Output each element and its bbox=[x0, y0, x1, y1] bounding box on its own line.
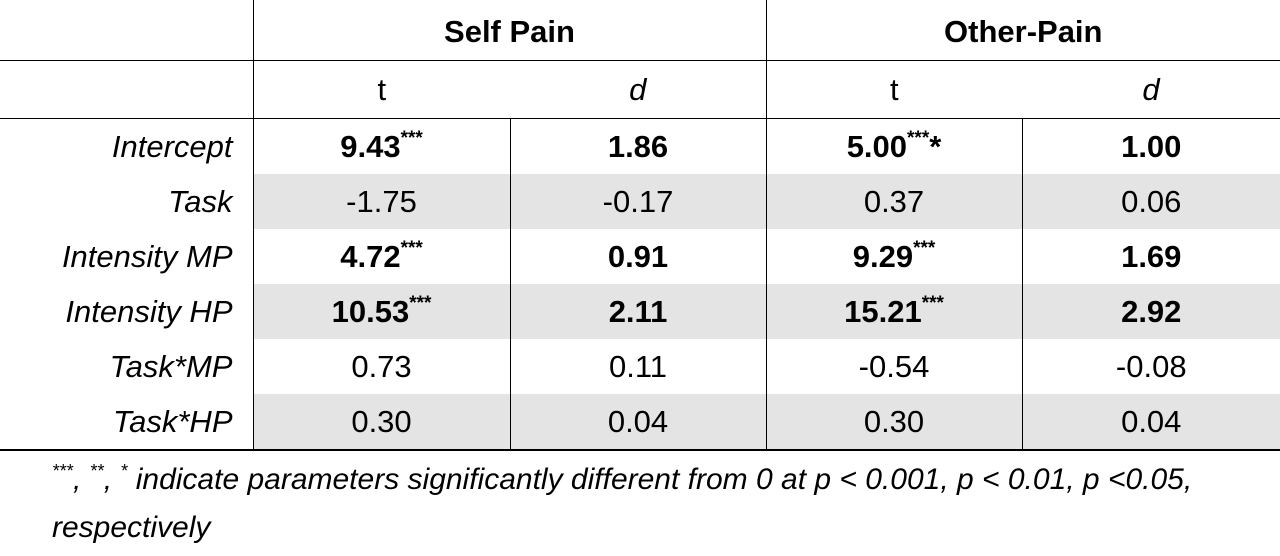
significance-marker-extra: * bbox=[929, 128, 942, 164]
group-header-other-pain: Other-Pain bbox=[765, 0, 1280, 61]
table-cell: 10.53*** bbox=[252, 284, 510, 339]
table-footnote: ***, **, * indicate parameters significa… bbox=[52, 456, 1252, 552]
corner-cell bbox=[0, 0, 253, 61]
cell-value: 9.29 bbox=[852, 238, 914, 274]
cell-value: -0.54 bbox=[858, 348, 930, 384]
significance-marker: *** bbox=[921, 292, 944, 314]
table-cell: -0.54 bbox=[765, 339, 1022, 394]
table-cell: 0.06 bbox=[1021, 174, 1280, 229]
subheader-d-self: d bbox=[510, 60, 766, 119]
table-cell: 1.86 bbox=[509, 118, 766, 174]
cell-value: 9.43 bbox=[340, 128, 401, 164]
cell-value: -0.08 bbox=[1115, 348, 1187, 384]
row-label: Intensity MP bbox=[61, 238, 233, 274]
cell-value: 0.11 bbox=[608, 348, 668, 384]
table-cell: -1.75 bbox=[252, 174, 510, 229]
cell-value: 1.86 bbox=[607, 128, 669, 164]
cell-value: -0.17 bbox=[602, 183, 674, 219]
table-cell: 1.00 bbox=[1021, 118, 1280, 174]
corner-cell bbox=[0, 60, 253, 119]
table-cell: 2.92 bbox=[1021, 284, 1280, 339]
cell-value: 1.69 bbox=[1121, 238, 1182, 274]
table-cell: 0.73 bbox=[252, 339, 510, 394]
cell-value: 0.30 bbox=[351, 403, 412, 439]
cell-value: 0.04 bbox=[1121, 403, 1182, 439]
cell-value: 0.04 bbox=[607, 403, 669, 439]
table-row: Intensity MP 4.72*** 0.91 9.29*** 1.69 bbox=[0, 229, 1280, 284]
table-cell: 0.04 bbox=[1021, 394, 1280, 451]
significance-marker: *** bbox=[907, 127, 930, 149]
results-table: Self Pain Other-Pain t d t d Intercept 9.… bbox=[0, 0, 1280, 451]
row-label: Intensity HP bbox=[65, 293, 233, 329]
footnote-sig-2: ** bbox=[89, 461, 104, 481]
significance-marker: *** bbox=[409, 292, 432, 314]
table-cell: 9.43*** bbox=[252, 118, 510, 174]
cell-value: 2.11 bbox=[608, 293, 668, 329]
cell-value: 5.00 bbox=[846, 128, 908, 164]
footnote-sep: , bbox=[103, 463, 121, 496]
table-cell: 0.11 bbox=[509, 339, 766, 394]
table-cell: 0.30 bbox=[765, 394, 1022, 451]
table-cell: 9.29*** bbox=[765, 229, 1022, 284]
footnote-sep: , bbox=[73, 463, 90, 496]
row-label: Intercept bbox=[111, 128, 233, 164]
footnote-sig-3: *** bbox=[52, 461, 74, 481]
table-cell: 15.21*** bbox=[765, 284, 1022, 339]
table-row: Task*HP 0.30 0.04 0.30 0.04 bbox=[0, 394, 1280, 451]
table-row: Intensity HP 10.53*** 2.11 15.21*** 2.92 bbox=[0, 284, 1280, 339]
group-header-self-pain: Self Pain bbox=[252, 0, 766, 61]
cell-value: 0.37 bbox=[863, 183, 925, 219]
cell-value: 0.91 bbox=[607, 238, 669, 274]
cell-value: 15.21 bbox=[844, 293, 922, 329]
subheader-t-other: t bbox=[765, 60, 1022, 119]
subheader-row: t d t d bbox=[0, 60, 1280, 119]
footnote-text: indicate parameters significantly differ… bbox=[52, 463, 1193, 544]
group-header-row: Self Pain Other-Pain bbox=[0, 0, 1280, 61]
table-cell: 0.91 bbox=[509, 229, 766, 284]
significance-marker: *** bbox=[913, 237, 936, 259]
row-label: Task bbox=[168, 183, 233, 219]
footnote-sig-1: * bbox=[120, 461, 128, 481]
row-label: Task*HP bbox=[0, 394, 253, 451]
table-cell: 5.00**** bbox=[765, 118, 1022, 174]
table-cell: 1.69 bbox=[1021, 229, 1280, 284]
table-row: Task*MP 0.73 0.11 -0.54 -0.08 bbox=[0, 339, 1280, 394]
table-cell: 0.04 bbox=[509, 394, 766, 451]
cell-value: 10.53 bbox=[331, 293, 410, 329]
table-body: Intercept 9.43*** 1.86 5.00**** 1.00 Task -1.7… bbox=[0, 118, 1280, 451]
significance-marker: *** bbox=[400, 237, 423, 259]
subheader-d-other: d bbox=[1022, 60, 1280, 119]
significance-marker: *** bbox=[400, 127, 423, 149]
cell-value: 0.73 bbox=[351, 348, 412, 384]
table-cell: -0.17 bbox=[509, 174, 766, 229]
table-cell: -0.08 bbox=[1021, 339, 1280, 394]
table-cell: 0.37 bbox=[765, 174, 1022, 229]
cell-value: 4.72 bbox=[340, 238, 401, 274]
table-cell: 2.11 bbox=[509, 284, 766, 339]
cell-value: 1.00 bbox=[1121, 128, 1182, 164]
table-cell: 0.30 bbox=[252, 394, 510, 451]
table-cell: 4.72*** bbox=[252, 229, 510, 284]
subheader-t-self: t bbox=[252, 60, 510, 119]
table-row: Intercept 9.43*** 1.86 5.00**** 1.00 bbox=[0, 118, 1280, 174]
cell-value: 0.30 bbox=[863, 403, 925, 439]
cell-value: 2.92 bbox=[1121, 293, 1182, 329]
cell-value: 0.06 bbox=[1121, 183, 1182, 219]
cell-value: -1.75 bbox=[346, 183, 417, 219]
row-label: Task*MP bbox=[109, 348, 233, 384]
table-row: Task -1.75 -0.17 0.37 0.06 bbox=[0, 174, 1280, 229]
